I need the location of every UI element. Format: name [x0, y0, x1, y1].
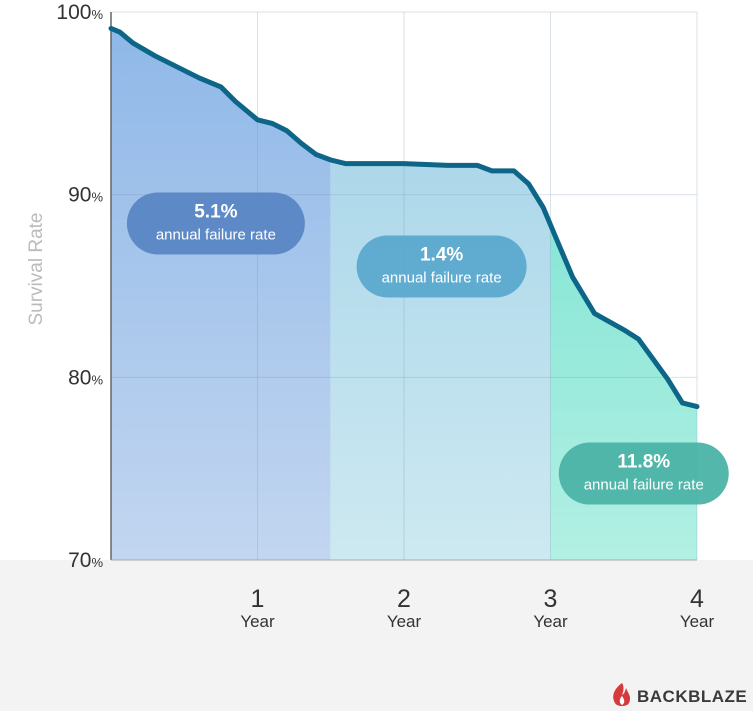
- failure-rate-value: 1.4%: [420, 244, 463, 265]
- x-tick-number: 4: [690, 585, 704, 613]
- flame-icon: [613, 683, 631, 706]
- y-tick-label: 90%: [68, 184, 103, 207]
- failure-rate-pill-2: 1.4% annual failure rate: [356, 235, 527, 298]
- pill-background: [126, 192, 305, 255]
- pill-background: [356, 235, 527, 298]
- y-tick-label: 70%: [68, 549, 103, 572]
- failure-rate-value: 5.1%: [194, 201, 237, 222]
- pill-background: [558, 442, 729, 505]
- y-axis-label: Survival Rate: [26, 213, 47, 326]
- failure-rate-value: 11.8%: [617, 452, 670, 473]
- y-tick-label: 100%: [56, 1, 103, 24]
- axes: [110, 12, 697, 561]
- failure-rate-pill-1: 5.1% annual failure rate: [126, 192, 305, 255]
- y-tick-label: 80%: [68, 366, 103, 389]
- x-tick-number: 2: [397, 585, 411, 613]
- region-fill-1: [111, 28, 331, 560]
- failure-rate-labels: 5.1% annual failure rate 1.4% annual failur…: [126, 192, 729, 505]
- x-tick-unit: Year: [680, 612, 715, 631]
- x-tick-unit: Year: [387, 612, 422, 631]
- brand-logo: BACKBLAZE: [613, 683, 747, 706]
- survival-line: [108, 25, 700, 410]
- x-tick-unit: Year: [533, 612, 568, 631]
- y-axis-ticks: 100% 90% 80% 70%: [56, 1, 103, 572]
- brand-name: BACKBLAZE: [637, 687, 747, 706]
- failure-rate-caption: annual failure rate: [156, 226, 276, 243]
- failure-rate-caption: annual failure rate: [382, 269, 502, 286]
- x-tick-number: 1: [251, 585, 265, 613]
- x-tick-unit: Year: [240, 612, 275, 631]
- failure-rate-pill-3: 11.8% annual failure rate: [558, 442, 729, 505]
- footer-band: [0, 560, 753, 711]
- failure-rate-caption: annual failure rate: [584, 477, 704, 494]
- x-tick-number: 3: [544, 585, 558, 613]
